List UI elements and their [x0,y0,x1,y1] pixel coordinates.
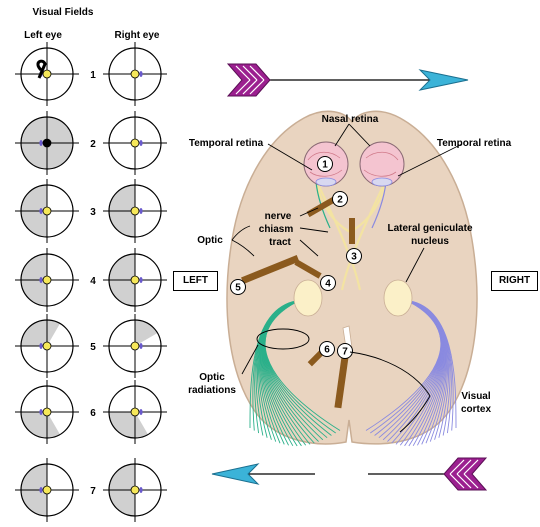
field-row-number: 2 [90,139,96,150]
optic-radiations-label-line1: Optic [199,372,225,383]
visual-cortex-label-line2: cortex [461,404,491,415]
right-eye-heading: Right eye [114,30,159,41]
lesion-number: 5 [235,283,241,294]
leader-lines [231,123,463,433]
right-eye-field-5 [103,314,167,378]
lesion-number: 1 [322,160,328,171]
left-eye-heading: Left eye [24,30,62,41]
blind-spot-marker [39,140,43,146]
temporal-retina-right-label: Temporal retina [437,138,512,149]
brain-outline [226,110,478,445]
right-eye-field-7 [103,458,167,522]
left-eye-field-7 [15,458,79,522]
visual-field-grid: 1 2 3 4 5 6 7 [15,42,167,522]
right-eyeball [359,141,405,187]
blind-spot-marker [139,277,143,283]
field-row-number: 7 [90,486,96,497]
fixation-dot [130,206,140,216]
optic-tract-label: tract [269,237,291,248]
nasal-retina-label: Nasal retina [322,114,379,125]
lesion-bar-7 [334,355,349,409]
lesion-number: 7 [342,347,348,358]
lesion-bar-3 [349,218,355,244]
left-eye-field-1 [15,42,79,106]
blind-spot-marker [39,343,43,349]
fixation-dot [42,206,52,216]
fixation-dot [42,341,52,351]
top-arrow [226,63,469,97]
lesion-badge-7: 7 [337,343,353,359]
lesion-badge-4: 4 [320,275,336,291]
lesion-number: 2 [337,195,343,206]
lesion-badges: 1 2 3 4 5 6 7 [230,156,362,359]
optic-radiations-label-line2: radiations [188,385,236,396]
blind-spot-marker [39,487,43,493]
lgn-label-line1: Lateral geniculate [387,223,472,234]
optic-nerve-label: nerve [265,211,292,222]
blind-spot-marker [139,140,143,146]
left-eye-field-4 [15,248,79,312]
lesion-badge-2: 2 [332,191,348,207]
blind-spot-marker [39,409,43,415]
right-side-label: RIGHT [491,271,538,291]
left-side-label: LEFT [173,271,218,291]
lgn-label-line2: nucleus [411,236,449,247]
lesion-bar-5 [241,254,300,284]
temporal-retina-left-label: Temporal retina [189,138,264,149]
right-radiation-fiber [365,299,442,431]
fixation-dot [42,275,52,285]
field-row-number: 1 [90,70,96,81]
fixation-dot [130,407,140,417]
blind-spot-marker [39,277,43,283]
lesion-badge-1: 1 [317,156,333,172]
blind-spot-marker [139,208,143,214]
lesion-number: 4 [325,279,331,290]
optic-chiasm-label: chiasm [259,224,294,235]
lesion-bar-2 [306,196,336,218]
right-eye-field-1 [103,42,167,106]
visual-fields-title: Visual Fields [33,7,94,18]
optic-label: Optic [197,235,223,246]
visual-cortex-label-line1: Visual [461,391,490,402]
right-eye-field-3 [103,179,167,243]
fixation-dot [130,485,140,495]
lesion-bar-4 [294,259,322,279]
lesion-number: 6 [324,345,330,356]
lesion-badge-6: 6 [319,341,335,357]
bottom-arrow [211,457,488,491]
lesion-badge-3: 3 [346,248,362,264]
right-eye-field-6 [103,380,167,444]
lateral-geniculate-nuclei [293,279,413,317]
fixation-dot [130,341,140,351]
fixation-dot [42,407,52,417]
left-eye-field-5 [15,314,79,378]
fixation-dot [130,275,140,285]
blind-spot-marker [39,208,43,214]
blind-spot-marker [139,409,143,415]
right-eye-field-4 [103,248,167,312]
field-row-number: 6 [90,408,96,419]
blind-spot-marker [139,71,143,77]
fixation-dot [42,485,52,495]
left-eye-field-2 [15,111,79,175]
field-row-number: 3 [90,207,96,218]
left-eye-field-3 [15,179,79,243]
field-row-number: 4 [90,276,96,287]
fixation-dot [42,69,52,79]
lesion-badge-5: 5 [230,279,246,295]
optic-radiation-fibers [249,299,457,447]
fixation-dot [42,138,52,148]
right-eye-field-2 [103,111,167,175]
field-row-number: 5 [90,342,96,353]
lesion-number: 3 [351,252,357,263]
blind-spot-marker [139,487,143,493]
blind-spot-marker [139,343,143,349]
left-eye-field-6 [15,380,79,444]
fixation-dot [130,138,140,148]
fixation-dot [130,69,140,79]
left-radiation-fiber [264,299,341,431]
scotoma-mark [36,59,47,79]
